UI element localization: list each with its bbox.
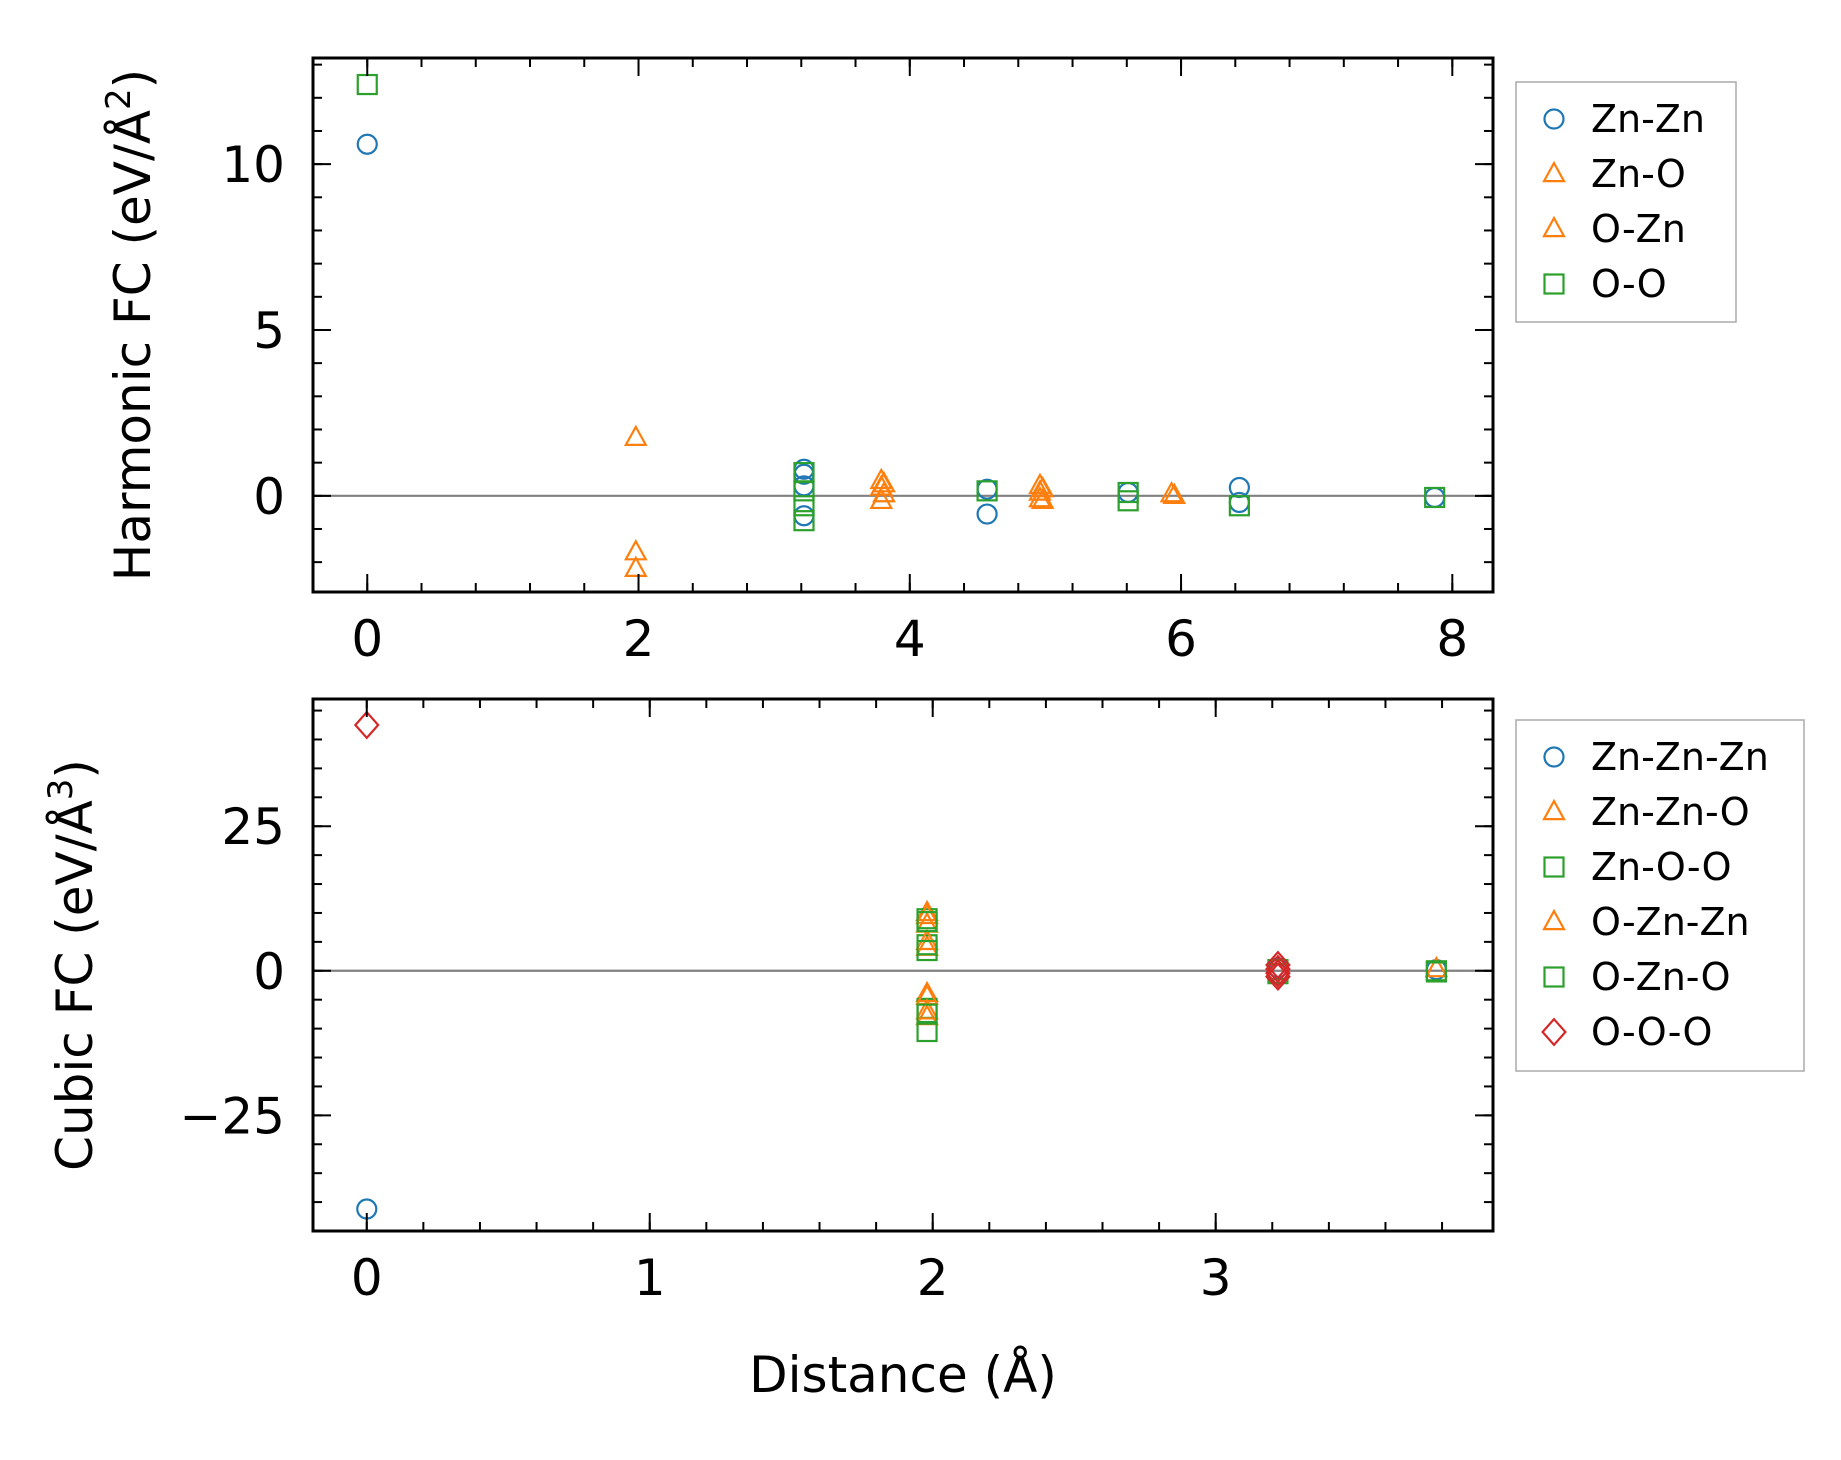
- series-zn-o-o: [916, 908, 1448, 1043]
- data-point: [1162, 482, 1187, 505]
- legend-marker: [1543, 108, 1565, 130]
- data-point: [1425, 961, 1448, 983]
- y-tick-label: 10: [221, 136, 285, 194]
- data-point: [976, 480, 998, 502]
- data-point: [916, 1003, 938, 1025]
- y-tick-label: 5: [253, 302, 285, 360]
- data-point: [1117, 481, 1139, 504]
- legend-marker: [1543, 966, 1565, 988]
- legend-label: O-O: [1591, 262, 1667, 306]
- x-tick-label: 0: [351, 610, 383, 668]
- data-point: [1030, 487, 1055, 510]
- data-point: [1117, 490, 1139, 512]
- data-point: [356, 73, 378, 96]
- legend-label: Zn-O-O: [1591, 845, 1732, 889]
- legend-marker: [1543, 746, 1565, 768]
- data-point: [915, 998, 939, 1020]
- x-tick-label: 8: [1436, 610, 1468, 668]
- data-point: [793, 495, 815, 517]
- data-point: [1265, 962, 1291, 992]
- x-tick-label: 6: [1165, 610, 1197, 668]
- legend-label: O-Zn-Zn: [1591, 900, 1750, 944]
- legend-box: [1515, 81, 1737, 323]
- x-tick-label: 3: [1200, 1249, 1232, 1307]
- legend-label: O-Zn-O: [1591, 955, 1730, 999]
- cubic-fc-panel: 0 1 2 3 −25 0 25 Cubic FC (eV/Å3) Distance (Å) Zn…: [41, 697, 1805, 1404]
- legend: Zn-Zn Zn-O O-Zn O-O: [1515, 81, 1737, 323]
- data-point: [1265, 954, 1291, 984]
- plot-frame: [311, 697, 1495, 1233]
- legend-label: Zn-Zn: [1591, 97, 1705, 141]
- legend-marker: [1543, 856, 1565, 878]
- legend-box: [1515, 719, 1805, 1072]
- series-zn-zn: [356, 133, 1446, 527]
- data-point: [872, 480, 896, 503]
- legend: Zn-Zn-Zn Zn-Zn-O Zn-O-O O-Zn-Zn O-Zn-O O-O-O: [1515, 719, 1805, 1072]
- y-tick-label: 0: [253, 943, 285, 1001]
- data-point: [916, 911, 938, 933]
- data-point: [1424, 486, 1446, 509]
- y-axis-label: Harmonic FC (eV/Å2): [99, 69, 162, 581]
- data-point: [976, 503, 998, 525]
- series-zn-zn-zn: [356, 957, 1448, 1220]
- data-point: [793, 510, 815, 532]
- series-zn-o: [623, 424, 1184, 578]
- legend-marker: [1543, 273, 1565, 295]
- data-point: [1228, 476, 1250, 499]
- legend-marker: [1542, 908, 1566, 931]
- data-point: [793, 480, 815, 502]
- legend-marker: [1542, 215, 1566, 238]
- legend-marker: [1541, 1017, 1567, 1047]
- legend-label: Zn-Zn-Zn: [1591, 735, 1769, 779]
- x-tick-label: 0: [351, 1249, 383, 1307]
- series-o-zn: [872, 471, 1187, 510]
- data-point: [916, 1020, 938, 1043]
- tick-marks: [313, 699, 1493, 1232]
- plot-frame: [311, 56, 1495, 594]
- data-point: [915, 902, 939, 925]
- data-point: [1265, 950, 1291, 980]
- y-tick-label: 25: [221, 798, 285, 856]
- x-tick-label: 1: [634, 1249, 666, 1307]
- legend-label: Zn-O: [1591, 152, 1686, 196]
- y-tick-label: −25: [179, 1087, 285, 1145]
- data-point: [356, 133, 378, 155]
- x-axis-label: Distance (Å): [749, 1346, 1057, 1404]
- tick-marks: [312, 58, 1493, 592]
- legend-marker: [1542, 160, 1566, 183]
- data-point: [1159, 480, 1184, 503]
- x-tick-label: 2: [917, 1249, 949, 1307]
- data-point: [1228, 495, 1250, 517]
- legend-label: O-O-O: [1591, 1010, 1712, 1054]
- legend-label: O-Zn: [1591, 207, 1686, 251]
- x-tick-label: 2: [623, 610, 655, 668]
- data-point: [1265, 958, 1291, 988]
- data-point: [623, 424, 648, 446]
- series-o-o-o: [353, 710, 1291, 992]
- data-point: [872, 471, 896, 493]
- series-o-zn-o: [916, 911, 1448, 1025]
- series-o-o: [356, 73, 1446, 532]
- data-point: [916, 939, 938, 962]
- harmonic-fc-panel: 0 2 4 6 8 0 5 10 Harmonic FC (eV/Å2) Zn-Zn Zn-O O-Z…: [99, 56, 1737, 668]
- legend-label: Zn-Zn-O: [1591, 790, 1750, 834]
- y-tick-label: 0: [253, 468, 285, 526]
- data-point: [353, 710, 380, 740]
- y-axis-label: Cubic FC (eV/Å3): [41, 759, 104, 1171]
- data-point: [1424, 486, 1446, 509]
- data-point: [1424, 955, 1449, 978]
- series-zn-zn-o: [915, 899, 1449, 1026]
- legend-marker: [1542, 798, 1566, 821]
- data-point: [623, 555, 648, 578]
- data-point: [1030, 475, 1055, 498]
- x-tick-label: 4: [894, 610, 926, 668]
